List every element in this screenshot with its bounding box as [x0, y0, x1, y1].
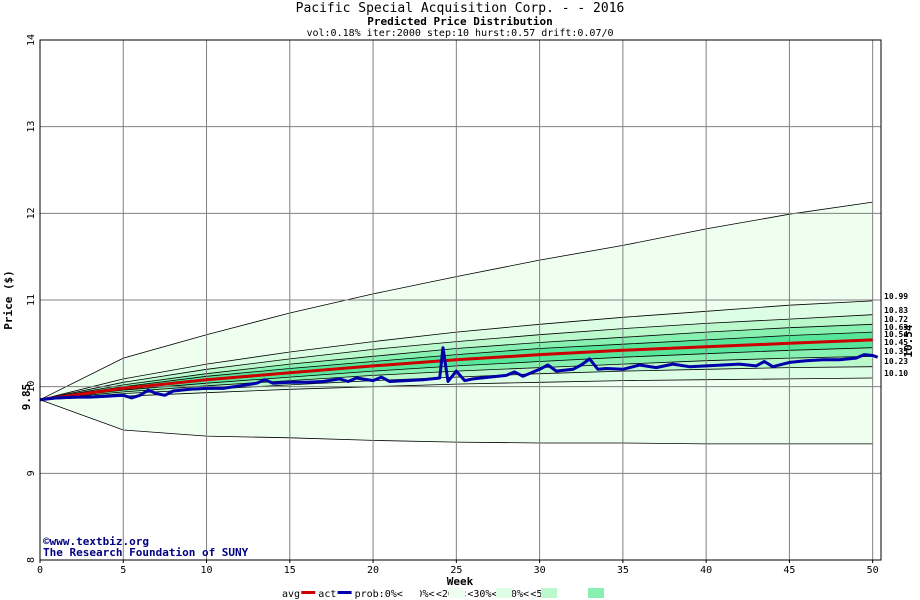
x-tick-label: 15: [284, 565, 296, 576]
current-price-label: 10.54: [902, 324, 915, 357]
legend-swatch-band: [496, 588, 512, 598]
end-label: 10.10: [884, 369, 908, 378]
legend-swatch-band: [404, 588, 420, 598]
x-tick-label: 25: [450, 565, 462, 576]
credit-line-2: The Research Foundation of SUNY: [43, 546, 249, 559]
x-tick-label: 0: [37, 565, 43, 576]
end-label: 10.63: [884, 323, 908, 332]
start-price-label: 9.85: [20, 384, 33, 411]
chart-params: vol:0.18% iter:2000 step:10 hurst:0.57 d…: [306, 28, 613, 39]
x-tick-label: 20: [367, 565, 379, 576]
end-label: 10.23: [884, 357, 908, 366]
legend-label-40: <40%<: [499, 589, 529, 600]
legend-swatch-band: [588, 588, 604, 598]
x-tick-label: 10: [201, 565, 213, 576]
y-tick-label: 13: [26, 121, 37, 133]
chart-subtitle: Predicted Price Distribution: [367, 15, 552, 28]
chart-title: Pacific Special Acquisition Corp. - - 20…: [296, 1, 625, 16]
y-tick-label: 14: [26, 34, 37, 46]
legend-swatch-act: [337, 591, 352, 594]
legend-label-30: <30%<: [467, 589, 497, 600]
legend-swatch-avg: [301, 591, 316, 594]
legend-swatch-band: [449, 588, 465, 598]
x-tick-label: 45: [783, 565, 795, 576]
y-tick-label: 9: [26, 470, 37, 476]
x-tick-label: 35: [617, 565, 629, 576]
plot-frame: [39, 39, 882, 561]
legend-swatch-band: [541, 588, 557, 598]
y-axis-label: Price ($): [2, 270, 15, 330]
y-tick-label: 12: [26, 207, 37, 219]
legend-label-avg: avg: [282, 589, 300, 600]
y-tick-label: 11: [26, 294, 37, 306]
y-tick-label: 8: [26, 557, 37, 563]
end-label: 10.35: [884, 347, 908, 356]
x-tick-label: 30: [534, 565, 546, 576]
x-tick-label: 50: [867, 565, 879, 576]
end-label: 10.99: [884, 292, 908, 301]
y-tick-label: 10: [26, 381, 37, 393]
end-label: 10.54: [884, 330, 908, 339]
end-value-labels: 10.99 10.8310.7210.6310.5410.4510.3510.23…: [884, 292, 908, 378]
x-tick-label: 5: [120, 565, 126, 576]
end-label: 10.72: [884, 315, 908, 324]
x-axis-label: Week: [447, 575, 474, 588]
axis-ticks: 0 5 10 15 20 25 30 35 40 45 50 8 9 10 11 12 13 14: [26, 34, 879, 576]
series-lines: [39, 338, 879, 402]
x-tick-label: 40: [700, 565, 712, 576]
credit-line-1: ©www.textbiz.org: [43, 535, 149, 548]
legend-label-prob0: prob:0%<: [355, 589, 403, 600]
series-act: [39, 346, 879, 402]
end-label: 10.83: [884, 306, 908, 315]
series-avg: [39, 338, 873, 402]
end-label: 10.45: [884, 338, 908, 347]
grid: [40, 40, 881, 560]
legend-label-act: act: [318, 589, 336, 600]
